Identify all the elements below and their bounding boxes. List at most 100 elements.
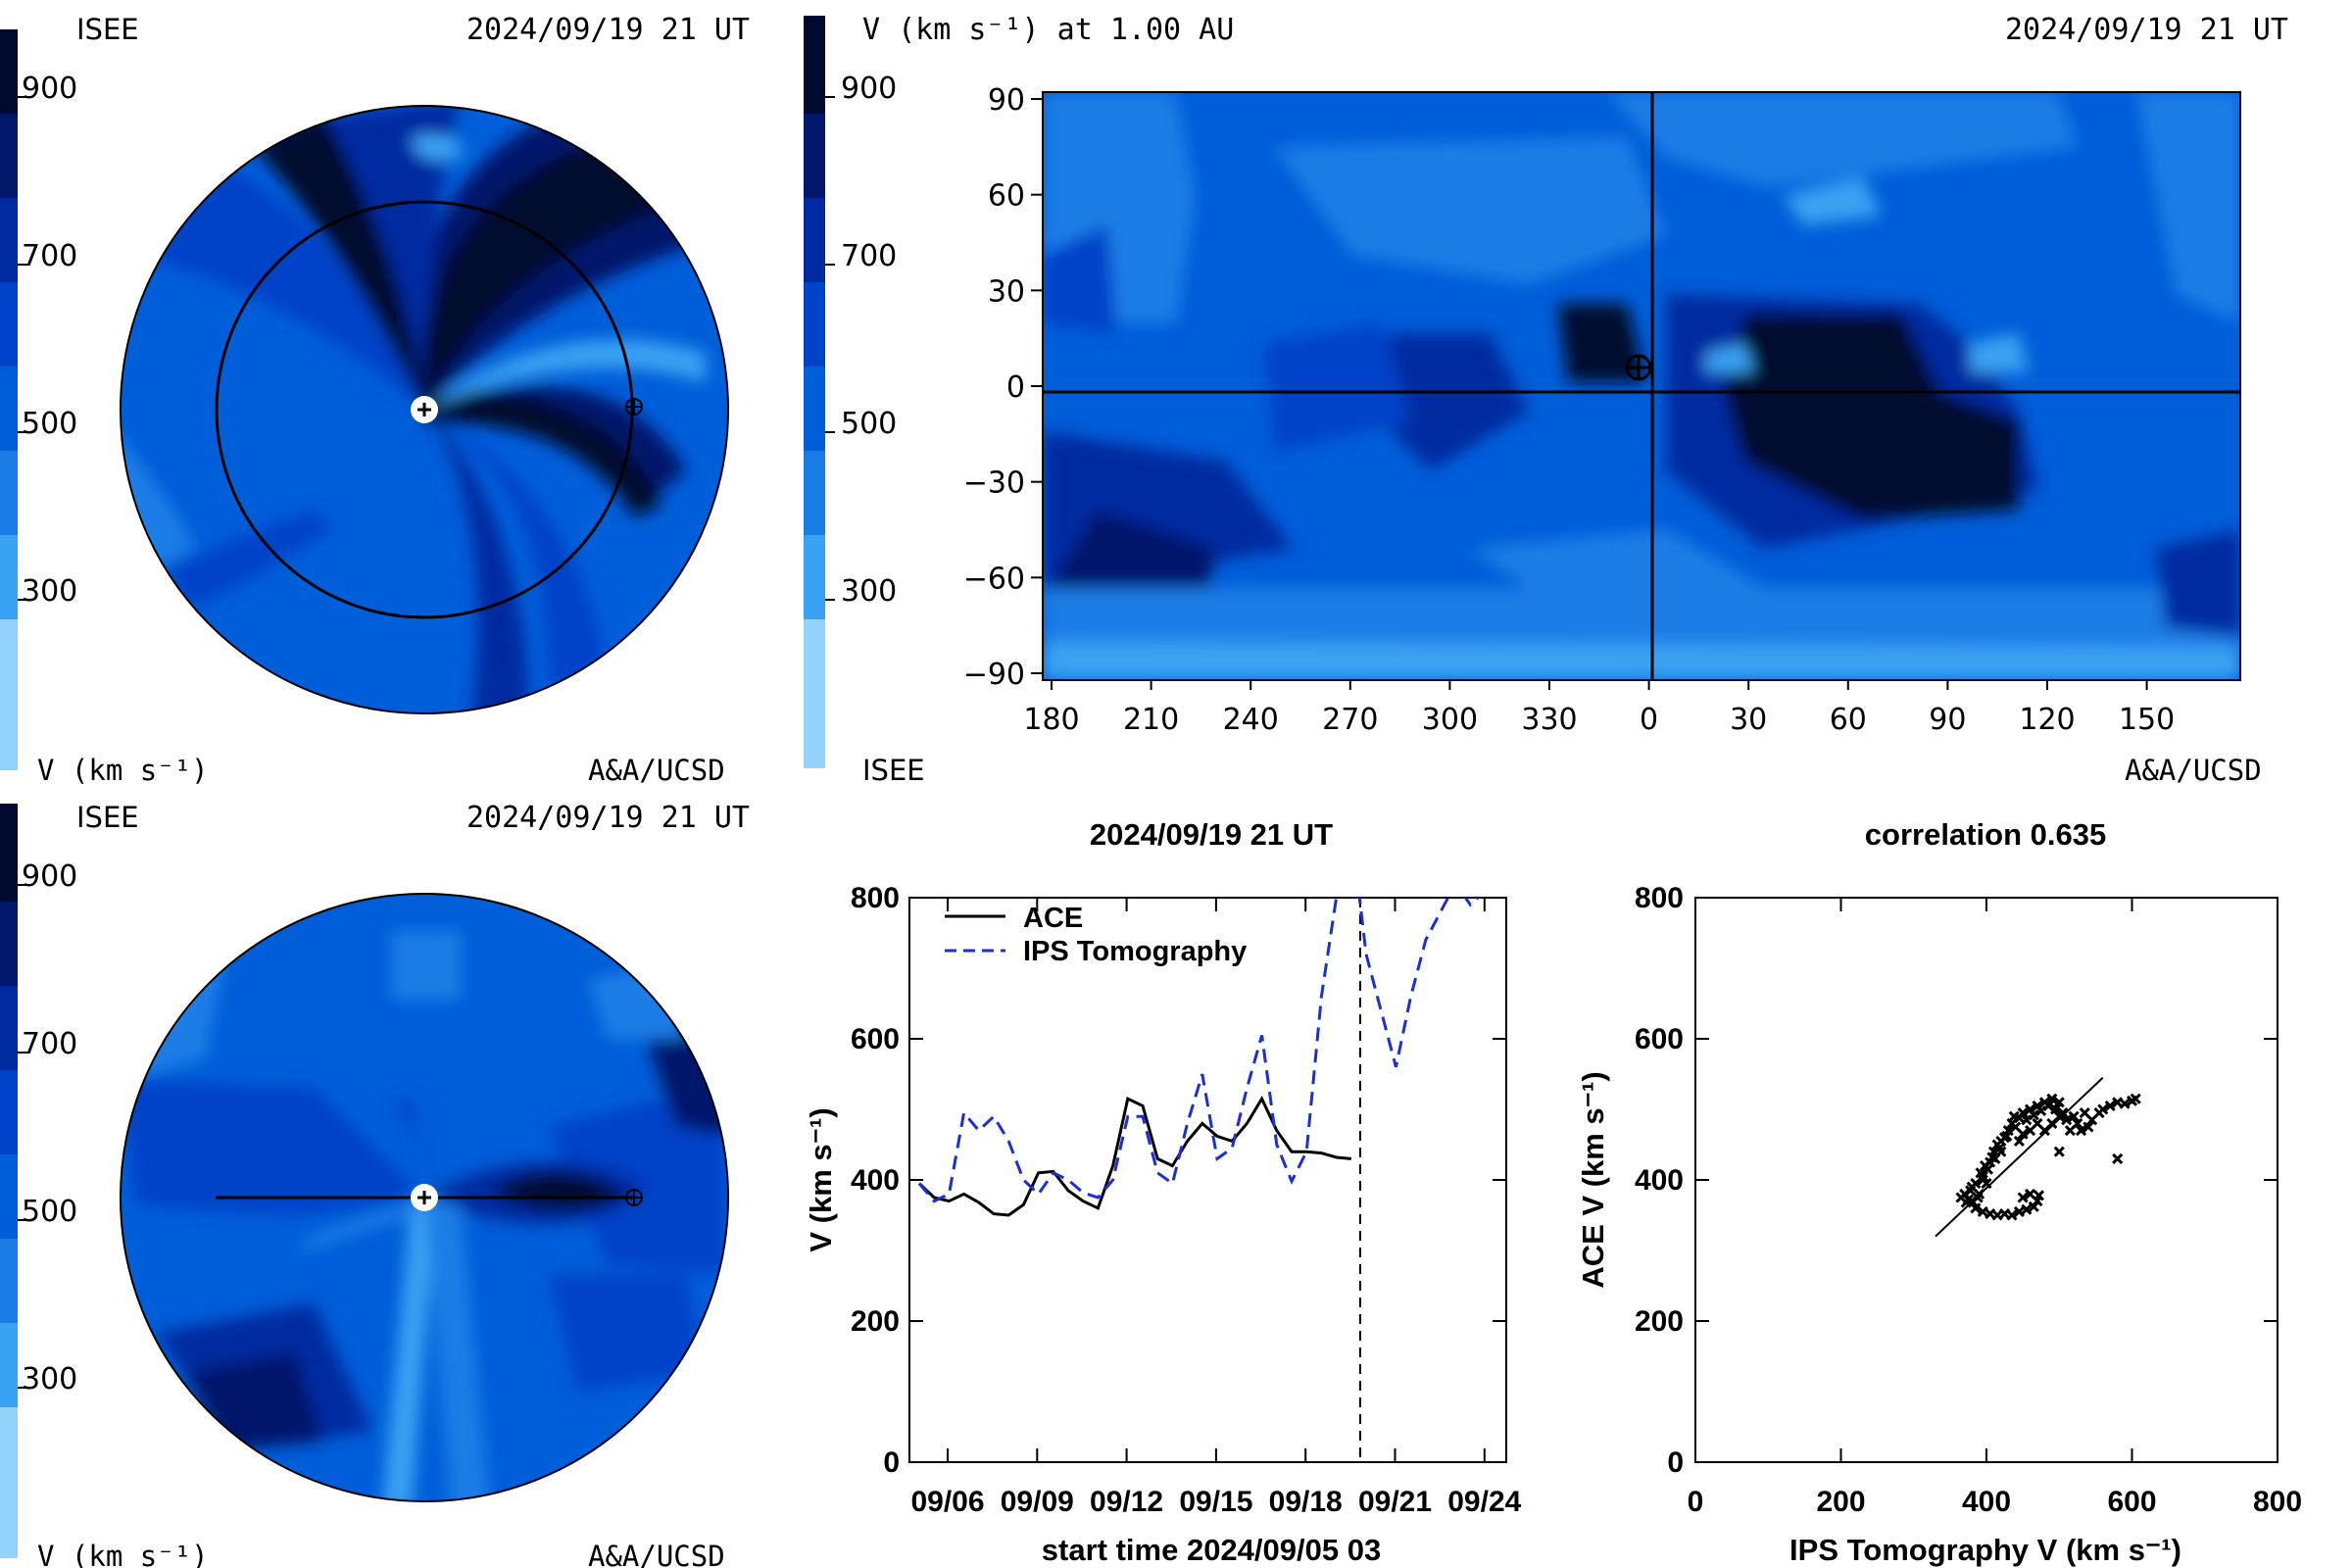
scatter-point (1982, 1163, 1994, 1175)
sc-x-tick-label: 0 (1688, 1486, 1704, 1518)
disk-outline-bottom-left (120, 893, 729, 1502)
cbar-tick-300: 300 (22, 1362, 77, 1396)
scatter-xlabel: IPS Tomography V (km s⁻¹) (1789, 1533, 2181, 1567)
timeseries-plot-area (917, 898, 1481, 1462)
scatter-point (2024, 1188, 2036, 1200)
ts-x-tick-label: 09/12 (1090, 1486, 1163, 1518)
map-y-tick-label: 90 (988, 83, 1025, 118)
timeseries-axes: 0 200 400 600 800 09/06 09/09 09/12 09/15 09/18 09… (851, 882, 1522, 1518)
scatter-point (2017, 1107, 2029, 1119)
cbar-tick-900: 900 (22, 859, 77, 894)
ts-x-tick-label: 09/21 (1358, 1486, 1432, 1518)
scatter-point (2035, 1104, 2047, 1117)
colorbar-label-top-left: V (km s⁻¹) (37, 754, 209, 787)
earth-icon-map (1625, 354, 1652, 381)
scatter-point (2112, 1152, 2124, 1164)
map-x-tick-label: 0 (1640, 703, 1658, 737)
ts-x-tick-label: 09/24 (1447, 1486, 1521, 1518)
timestamp-bottom-left: 2024/09/19 21 UT (466, 801, 750, 835)
cbar-tick-700: 700 (22, 1027, 77, 1061)
legend-label-ace: ACE (1023, 903, 1083, 934)
fit-line (1935, 1076, 2104, 1238)
timeseries-xlabel: start time 2024/09/05 03 (1042, 1533, 1381, 1567)
sc-x-tick-label: 200 (1816, 1486, 1865, 1518)
ts-y-tick-label: 800 (851, 882, 900, 914)
map-y-axis: 90 60 30 0 −30 −60 −90 (963, 83, 1043, 692)
sun-icon-bottom-left (411, 1184, 438, 1211)
scatter-point (2053, 1097, 2065, 1108)
scatter-plot-area (1935, 1076, 2141, 1238)
legend-label-ips: IPS Tomography (1023, 936, 1247, 967)
sc-y-tick-label: 800 (1635, 882, 1684, 914)
scatter-point (2017, 1128, 2029, 1140)
scatter-point (1977, 1205, 1988, 1217)
map-x-tick-label: 30 (1730, 703, 1767, 737)
scatter-title: correlation 0.635 (1865, 817, 2106, 852)
map-x-tick-label: 240 (1223, 703, 1279, 737)
scatter-point (2053, 1146, 2065, 1157)
colorbar-top-left (0, 29, 18, 770)
sc-y-tick-label: 400 (1635, 1164, 1684, 1197)
ts-x-tick-label: 09/18 (1269, 1486, 1343, 1518)
map-y-tick-label: 0 (1006, 370, 1025, 405)
scatter-point (2046, 1093, 2058, 1104)
map-y-tick-label: 30 (988, 274, 1025, 309)
map-y-tick-label: −90 (963, 658, 1025, 692)
earth-icon-top-left (625, 398, 643, 416)
scatter-point (2021, 1203, 2033, 1215)
series-line-ips (917, 898, 1481, 1203)
scatter-point (2086, 1114, 2098, 1126)
scatter-axes: 0 200 400 600 800 0 200 400 600 800 (1635, 882, 2302, 1518)
colorbar-top-right (804, 16, 825, 768)
earth-icon-bottom-left (625, 1189, 643, 1206)
map-x-tick-label: 180 (1023, 703, 1079, 737)
cbar-tick-900: 900 (22, 72, 77, 106)
credit-bottom-left: A&A/UCSD (588, 1540, 725, 1568)
earth-orbit-circle-top-left (215, 200, 634, 619)
ts-x-tick-label: 09/15 (1179, 1486, 1252, 1518)
cbar-tick-300: 300 (841, 574, 897, 609)
scatter-point (2021, 1114, 2033, 1126)
colorbar-ticks-bottom-left: 900 700 500 300 (18, 859, 77, 1396)
scatter-point (2006, 1209, 2018, 1221)
scatter-ylabel: ACE V (km s⁻¹) (1576, 1071, 1610, 1288)
colorbar-label-bottom-left: V (km s⁻¹) (37, 1540, 209, 1568)
scatter-point (2042, 1100, 2054, 1111)
colorbar-bottom-left (0, 804, 18, 1558)
source-label-bottom-left: ISEE (76, 801, 139, 834)
map-y-tick-label: −30 (963, 466, 1025, 501)
source-label-top-right: ISEE (862, 754, 925, 787)
scatter-point (1970, 1202, 1982, 1214)
map-x-tick-label: 120 (2019, 703, 2075, 737)
scatter-point (2001, 1130, 2013, 1142)
colorbar-ticks-top-right: 900 700 500 300 (825, 72, 897, 609)
source-label-top-left: ISEE (76, 13, 139, 46)
scatter-point (1972, 1192, 1984, 1203)
cbar-tick-900: 900 (841, 72, 897, 106)
scatter-point (2130, 1093, 2141, 1104)
scatter-point (1977, 1174, 1988, 1186)
sc-x-tick-label: 800 (2253, 1486, 2302, 1518)
ts-x-tick-label: 09/06 (910, 1486, 984, 1518)
ts-y-tick-label: 200 (851, 1305, 900, 1338)
sc-y-tick-label: 0 (1667, 1446, 1684, 1479)
map-x-tick-label: 210 (1123, 703, 1179, 737)
scatter-point (2082, 1121, 2094, 1133)
cbar-tick-700: 700 (22, 239, 77, 273)
map-x-tick-label: 300 (1422, 703, 1478, 737)
sc-x-tick-label: 600 (2107, 1486, 2156, 1518)
timestamp-top-left: 2024/09/19 21 UT (466, 13, 750, 47)
scatter-point (2068, 1110, 2080, 1122)
map-x-tick-label: 90 (1929, 703, 1966, 737)
scatter-point (1995, 1146, 2007, 1157)
cbar-tick-700: 700 (841, 239, 897, 273)
map-x-tick-label: 60 (1830, 703, 1867, 737)
ts-y-tick-label: 400 (851, 1164, 900, 1197)
disk-outline-top-left (120, 105, 729, 714)
scatter-point (1966, 1181, 1978, 1193)
scatter-point (2049, 1103, 2062, 1115)
scatter-point (2061, 1114, 2073, 1126)
map-x-tick-label: 270 (1322, 703, 1378, 737)
ts-y-tick-label: 0 (883, 1446, 900, 1479)
